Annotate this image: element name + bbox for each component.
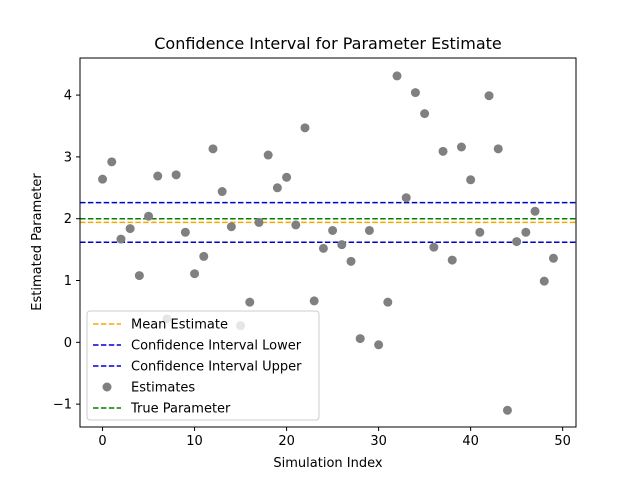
estimate-point [199,251,209,261]
x-tick-label: 40 [462,434,479,449]
estimate-point [300,123,310,133]
estimate-point [392,71,402,81]
estimate-point [318,243,328,253]
estimate-point [116,234,126,244]
y-axis-ticks: −1 0 1 2 3 4 [53,89,80,413]
legend-marker-estimates [102,382,112,392]
estimate-point [171,170,181,180]
estimate-point [475,227,485,237]
y-tick-label: 2 [64,212,72,227]
legend-label-confidence-interval-lower: Confidence Interval Lower [131,339,302,354]
x-tick-label: 50 [554,434,571,449]
estimate-point [107,157,117,167]
estimate-point [493,144,503,154]
chart-title: Confidence Interval for Parameter Estima… [154,34,502,53]
estimate-point [272,183,282,193]
estimate-point [383,297,393,307]
legend-box [86,310,320,421]
y-tick-label: 4 [64,89,72,104]
estimate-point [346,256,356,266]
estimate-point [291,220,301,230]
estimate-point [125,224,135,234]
plot-area [79,57,577,428]
estimate-point [282,172,292,182]
estimate-point [539,276,549,286]
y-tick-label: −1 [53,398,72,413]
x-axis-label: Simulation Index [273,456,382,471]
estimate-point [484,91,494,101]
estimate-point [355,334,365,344]
estimate-point [254,217,264,227]
estimate-point [328,225,338,235]
estimate-point [190,269,200,279]
estimate-point [530,206,540,216]
x-tick-label: 20 [278,434,295,449]
estimate-points [98,71,558,415]
estimate-point [245,297,255,307]
estimate-point [456,142,466,152]
estimate-point [429,242,439,252]
x-tick-label: 0 [98,434,106,449]
estimate-point [374,340,384,350]
estimate-point [502,405,512,415]
legend: Mean Estimate Confidence Interval Lower Co… [86,310,320,421]
estimate-point [309,296,319,306]
y-tick-label: 3 [64,150,72,165]
estimate-point [263,150,273,160]
estimate-point [548,253,558,263]
estimate-point [364,225,374,235]
estimate-point [438,146,448,156]
reference-lines [80,201,576,243]
estimate-point [180,227,190,237]
estimate-point [447,255,457,265]
estimate-point [144,211,154,221]
estimate-point [208,144,218,154]
x-tick-label: 30 [370,434,387,449]
y-tick-label: 0 [64,336,72,351]
estimate-point [420,109,430,119]
legend-label-confidence-interval-upper: Confidence Interval Upper [131,360,302,375]
legend-label-estimates: Estimates [131,381,195,396]
estimate-point [466,175,476,185]
estimate-point [134,271,144,281]
legend-label-true-parameter: True Parameter [130,402,231,417]
y-tick-label: 1 [64,274,72,289]
estimate-point [98,174,108,184]
y-axis-label: Estimated Parameter [30,173,45,311]
estimate-point [153,171,163,181]
x-axis-ticks: 0 10 20 30 40 50 [98,427,571,449]
legend-label-mean-estimate: Mean Estimate [131,318,228,333]
estimate-point [521,227,531,237]
x-tick-label: 10 [186,434,203,449]
estimate-point [410,88,420,98]
estimate-point [226,222,236,232]
estimate-point [217,187,227,197]
estimate-point [512,237,522,247]
estimate-point [401,193,411,203]
estimate-point [337,240,347,250]
